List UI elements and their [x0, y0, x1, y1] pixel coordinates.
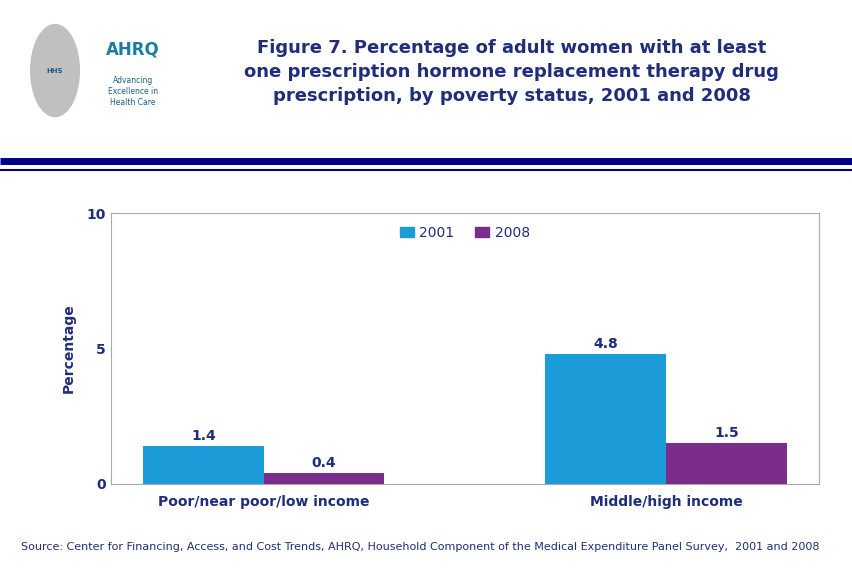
Text: 1.4: 1.4	[191, 429, 216, 443]
Text: 1.5: 1.5	[713, 426, 738, 440]
Text: Source: Center for Financing, Access, and Cost Trends, AHRQ, Household Component: Source: Center for Financing, Access, an…	[21, 542, 819, 552]
Bar	[143, 446, 263, 484]
Text: AHRQ: AHRQ	[106, 41, 159, 59]
Text: Advancing
Excellence in
Health Care: Advancing Excellence in Health Care	[107, 75, 158, 107]
Bar	[665, 444, 786, 484]
Legend: 2001, 2008: 2001, 2008	[394, 220, 535, 245]
Circle shape	[31, 25, 79, 116]
Text: 4.8: 4.8	[593, 336, 618, 351]
Y-axis label: Percentage: Percentage	[61, 304, 76, 393]
Text: 0.4: 0.4	[312, 456, 336, 470]
Bar	[263, 473, 384, 484]
Text: Figure 7. Percentage of adult women with at least
one prescription hormone repla: Figure 7. Percentage of adult women with…	[244, 39, 779, 105]
Text: HHS: HHS	[47, 67, 63, 74]
Bar	[544, 354, 665, 484]
